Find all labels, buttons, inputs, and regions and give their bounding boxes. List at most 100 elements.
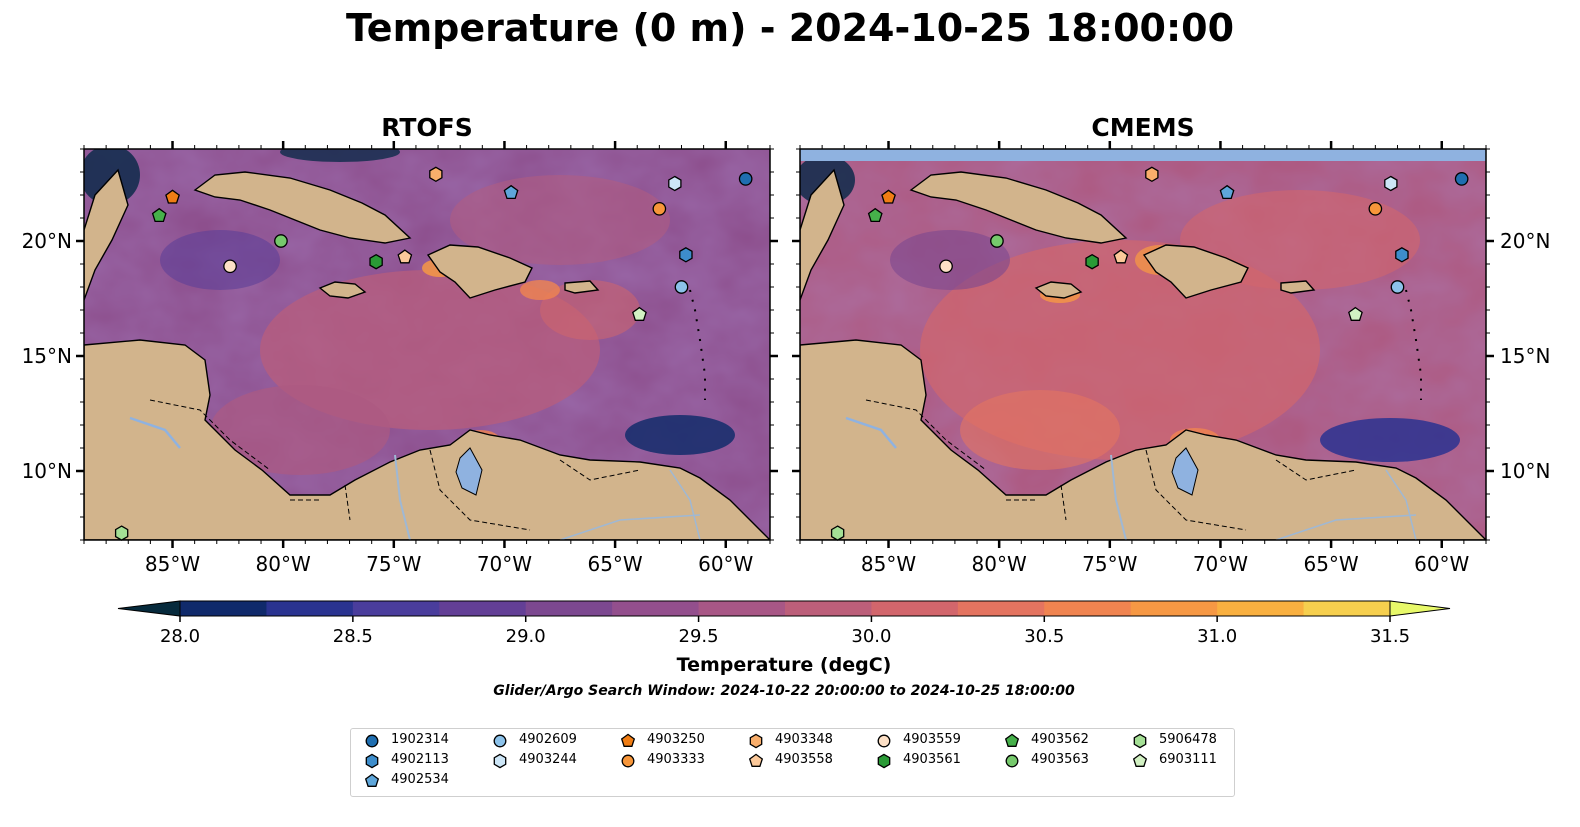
legend-marker — [365, 753, 379, 769]
figure-title: Temperature (0 m) - 2024-10-25 18:00:00 — [345, 6, 1235, 50]
lon-tick-label: 65°W — [587, 552, 643, 576]
lon-tick-label: 70°W — [1192, 552, 1249, 576]
colorbar-segment — [957, 601, 1045, 616]
colorbar-tick-label: 28.0 — [159, 626, 201, 647]
search-window-text: Glider/Argo Search Window: 2024-10-22 20… — [493, 683, 1075, 699]
lat-tick-label: 15°N — [21, 344, 72, 368]
colorbar-segment — [785, 601, 872, 616]
colorbar-tick-label: 30.5 — [1024, 626, 1065, 647]
colorbar-segment — [1217, 601, 1305, 616]
colorbar-segment — [352, 601, 440, 616]
legend-label: 4903250 — [647, 732, 705, 747]
float-marker-4903348 — [1145, 166, 1159, 183]
float-marker-1902314 — [738, 172, 753, 186]
float-marker-4903562 — [867, 207, 883, 223]
legend-marker — [621, 754, 635, 768]
lon-tick-label: 60°W — [698, 552, 754, 576]
legend-label: 4902609 — [519, 732, 577, 747]
colorbar-tick-label: 29.5 — [678, 626, 719, 647]
circle-marker-icon — [621, 754, 635, 768]
float-marker-4902534 — [503, 184, 519, 200]
float-marker-4903244 — [668, 175, 682, 192]
legend-label: 4903558 — [775, 752, 833, 767]
legend-label: 4902534 — [391, 772, 449, 787]
legend-marker — [1005, 754, 1019, 768]
axis-ticks — [76, 141, 1494, 548]
float-marker-4902534 — [1219, 184, 1235, 200]
pentagon-marker-icon — [364, 773, 380, 787]
legend-marker — [748, 753, 764, 767]
lon-tick-label: 75°W — [366, 552, 422, 576]
float-marker-4903559 — [939, 259, 953, 274]
legend-marker — [1132, 753, 1148, 767]
colorbar-label: Temperature (degC) — [676, 654, 892, 676]
legend-marker — [877, 734, 891, 748]
pentagon-marker-icon — [1132, 753, 1148, 767]
legend-label: 4903562 — [1031, 732, 1089, 747]
colorbar-frame — [179, 600, 1391, 617]
float-marker-5906478 — [830, 525, 845, 541]
float-marker-4903561 — [1085, 253, 1099, 270]
float-marker-4903563 — [990, 234, 1004, 248]
legend-label: 1902314 — [391, 732, 449, 747]
colorbar-tick-label: 28.5 — [332, 626, 373, 647]
lat-tick-label: 15°N — [1500, 344, 1551, 368]
colorbar-segment — [612, 601, 700, 616]
lat-tick-label: 10°N — [21, 459, 72, 483]
pentagon-marker-icon — [1004, 733, 1020, 747]
legend-label: 4903333 — [647, 752, 705, 767]
colorbar-extend-low — [117, 600, 181, 617]
colorbar-segment — [439, 601, 527, 616]
hexagon-marker-icon — [493, 753, 507, 769]
lon-tick-label: 80°W — [971, 552, 1027, 576]
colorbar-segment — [1303, 601, 1391, 616]
lon-tick-label: 70°W — [476, 552, 533, 576]
float-marker-4903561 — [369, 253, 383, 270]
colorbar-segment — [180, 601, 267, 616]
colorbar-segment — [698, 601, 786, 616]
float-marker-4903244 — [1384, 175, 1398, 192]
hexagon-marker-icon — [749, 733, 763, 749]
legend-marker — [365, 734, 379, 748]
float-marker-1902314 — [1454, 172, 1469, 186]
lon-tick-label: 65°W — [1303, 552, 1359, 576]
colorbar-segment — [525, 601, 613, 616]
float-marker-4902113 — [1395, 247, 1409, 263]
colorbar-extend-high — [1389, 600, 1451, 617]
legend-marker — [364, 773, 380, 787]
float-marker-4903558 — [397, 249, 413, 264]
lon-tick-label: 85°W — [860, 552, 917, 576]
legend-label: 4903561 — [903, 752, 961, 767]
colorbar-tick-label: 30.0 — [851, 626, 892, 647]
missing-data-band — [800, 149, 1486, 161]
map-panel-rtofs — [84, 149, 770, 540]
lon-tick-label: 80°W — [255, 552, 311, 576]
float-marker-6903111 — [632, 306, 647, 321]
legend-marker — [1133, 733, 1147, 749]
legend-label: 4903563 — [1031, 752, 1089, 767]
colorbar-segment — [1130, 601, 1218, 616]
float-marker-4903559 — [223, 259, 237, 274]
legend-label: 4903348 — [775, 732, 833, 747]
pentagon-marker-icon — [748, 753, 764, 767]
legend-marker — [1004, 733, 1020, 747]
circle-marker-icon — [365, 734, 379, 748]
legend-label: 4903244 — [519, 752, 577, 767]
float-marker-4903348 — [429, 166, 443, 183]
float-marker-4902113 — [679, 247, 693, 263]
legend: 1902314 4902113 4902534 4902609 4903244 49032… — [350, 728, 1235, 797]
legend-marker — [493, 734, 507, 748]
float-marker-4903558 — [1113, 249, 1129, 264]
panel-title-rtofs: RTOFS — [381, 113, 473, 142]
colorbar-tick-label: 31.5 — [1369, 626, 1411, 647]
map-panel-cmems — [800, 149, 1486, 540]
colorbar-segment — [1044, 601, 1132, 616]
colorbar-tick-label: 31.0 — [1197, 626, 1238, 647]
legend-marker — [493, 753, 507, 769]
lon-tick-label: 85°W — [144, 552, 201, 576]
lat-tick-label: 10°N — [1500, 459, 1551, 483]
float-marker-4903333 — [652, 201, 667, 216]
panel-title-cmems: CMEMS — [1091, 113, 1195, 142]
legend-label: 6903111 — [1159, 752, 1217, 767]
